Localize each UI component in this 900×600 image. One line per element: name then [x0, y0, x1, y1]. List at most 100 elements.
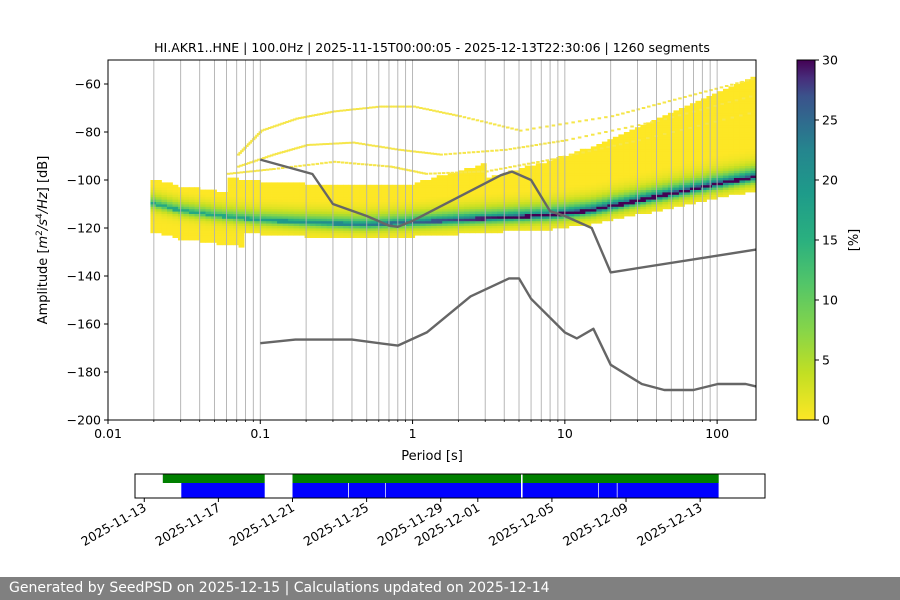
heatmap-cell [216, 235, 223, 238]
heatmap-cell [618, 151, 625, 154]
heatmap-cell [425, 184, 432, 188]
heatmap-cell [689, 199, 696, 202]
heatmap-cell [271, 225, 278, 229]
heatmap-cell [662, 165, 669, 169]
heatmap-cell [601, 206, 608, 210]
heatmap-cell [722, 129, 729, 133]
heatmap-cell [744, 96, 751, 99]
heatmap-cell [596, 189, 603, 193]
heatmap-cell [521, 146, 526, 149]
heatmap-cell [469, 192, 476, 195]
heatmap-cell [480, 175, 487, 178]
heatmap-cell [271, 206, 278, 210]
heatmap-cell [486, 204, 493, 207]
heatmap-cell [381, 211, 388, 214]
heatmap-cell [601, 177, 608, 181]
heatmap-cell [645, 163, 652, 166]
heatmap-cell [704, 90, 708, 93]
heatmap-cell [640, 194, 647, 198]
heatmap-cell [438, 111, 443, 114]
heatmap-cell [427, 152, 431, 155]
heatmap-cell [227, 237, 234, 241]
heatmap-cell [265, 168, 270, 171]
heatmap-cell [458, 204, 465, 207]
heatmap-cell [222, 223, 228, 226]
heatmap-cell [662, 201, 669, 205]
heatmap-cell [288, 232, 294, 236]
heatmap-cell [574, 168, 581, 171]
heatmap-cell [700, 132, 707, 135]
heatmap-cell [485, 150, 490, 153]
heatmap-cell [244, 206, 250, 210]
heatmap-cell [612, 136, 619, 140]
heatmap-cell [403, 208, 410, 212]
heatmap-cell [656, 184, 663, 188]
heatmap-cell [695, 192, 702, 195]
heatmap-cell [205, 189, 212, 193]
heatmap-cell [277, 211, 283, 214]
heatmap-cell [689, 177, 696, 181]
heatmap-cell [673, 124, 680, 128]
heatmap-cell [211, 192, 217, 195]
heatmap-cell [326, 230, 333, 234]
heatmap-cell [453, 232, 460, 236]
heatmap-cell [304, 204, 311, 207]
heatmap-cell [381, 194, 388, 198]
heatmap-cell [343, 189, 350, 193]
heatmap-cell [216, 225, 223, 229]
heatmap-cell [293, 206, 300, 210]
heatmap-cell [301, 145, 305, 148]
heatmap-cell [590, 206, 597, 210]
heatmap-cell [711, 141, 718, 145]
heatmap-cell [370, 201, 377, 205]
heatmap-cell [458, 182, 465, 186]
heatmap-cell [453, 218, 460, 222]
heatmap-cell [172, 199, 179, 202]
heatmap-cell [651, 153, 658, 157]
heatmap-cell [425, 180, 432, 183]
heatmap-cell [508, 204, 515, 207]
heatmap-cell [711, 196, 718, 200]
heatmap-cell [246, 162, 251, 165]
heatmap-cell [442, 223, 449, 226]
heatmap-cell [722, 96, 729, 99]
heatmap-cell [321, 218, 328, 222]
heatmap-cell [387, 230, 394, 234]
heatmap-cell [458, 187, 465, 190]
heatmap-cell [524, 204, 531, 207]
heatmap-cell [304, 216, 311, 219]
heatmap-cell [733, 84, 740, 87]
heatmap-cell [255, 223, 261, 226]
heatmap-cell [645, 129, 652, 133]
heatmap-cell [199, 218, 206, 222]
heatmap-cell [591, 118, 595, 121]
heatmap-cell [585, 196, 592, 200]
heatmap-cell [310, 235, 316, 238]
heatmap-cell [568, 192, 575, 195]
heatmap-cell [458, 180, 465, 183]
heatmap-cell [299, 211, 305, 214]
heatmap-cell [733, 160, 740, 164]
heatmap-cell [585, 158, 592, 162]
heatmap-cell [541, 189, 548, 193]
heatmap-cell [436, 199, 443, 202]
heatmap-cell [310, 204, 316, 207]
heatmap-cell [739, 108, 746, 111]
heatmap-cell [744, 122, 751, 126]
heatmap-cell [161, 216, 168, 219]
heatmap-cell [304, 235, 311, 238]
heatmap-cell [354, 201, 361, 205]
heatmap-cell [508, 223, 515, 226]
heatmap-cell [711, 122, 718, 126]
heatmap-cell [717, 151, 724, 154]
heatmap-cell [155, 211, 162, 214]
heatmap-cell [706, 182, 713, 186]
heatmap-cell [579, 216, 586, 219]
heatmap-cell [233, 194, 239, 198]
heatmap-cell [392, 235, 399, 238]
heatmap-cell [673, 194, 680, 198]
heatmap-cell [332, 223, 339, 226]
heatmap-cell [161, 201, 168, 205]
